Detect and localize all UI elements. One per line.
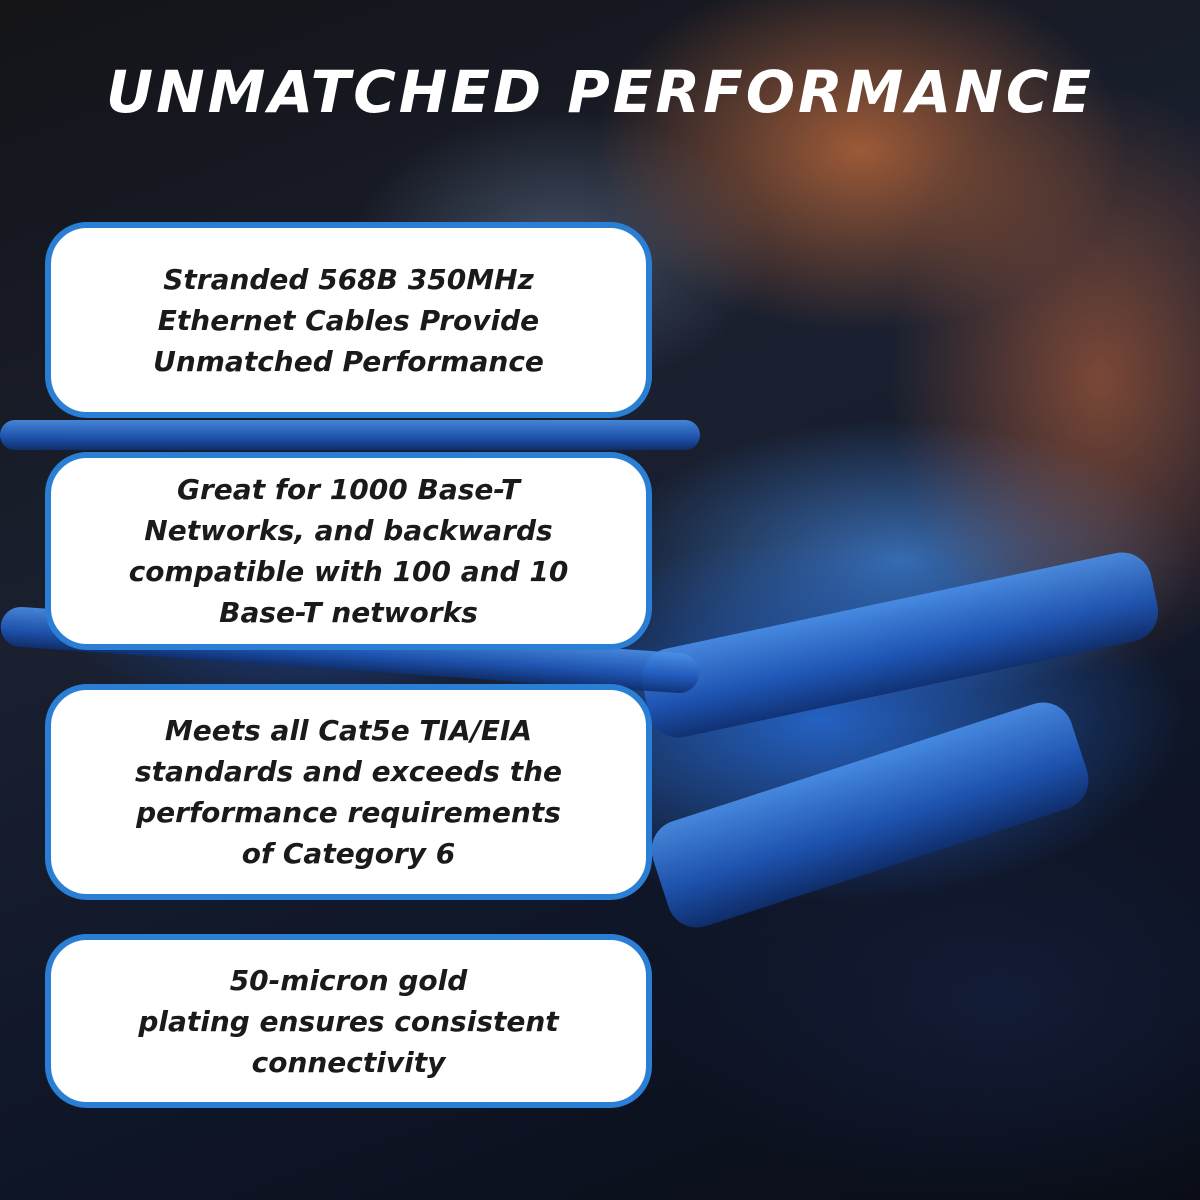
feature-card: Meets all Cat5e TIA/EIA standards and ex… — [45, 684, 652, 900]
feature-text: Stranded 568B 350MHz Ethernet Cables Pro… — [153, 262, 544, 378]
feature-card: Great for 1000 Base-T Networks, and back… — [45, 452, 652, 650]
feature-text: 50-micron gold plating ensures consisten… — [138, 963, 559, 1079]
feature-text: Meets all Cat5e TIA/EIA standards and ex… — [134, 714, 563, 870]
cable-graphic — [0, 420, 700, 450]
cable-graphic — [636, 546, 1164, 744]
feature-text: Great for 1000 Base-T Networks, and back… — [128, 473, 569, 629]
feature-card: Stranded 568B 350MHz Ethernet Cables Pro… — [45, 222, 652, 418]
feature-card: 50-micron gold plating ensures consisten… — [45, 934, 652, 1108]
page-title: UNMATCHED PERFORMANCE — [105, 58, 1095, 126]
